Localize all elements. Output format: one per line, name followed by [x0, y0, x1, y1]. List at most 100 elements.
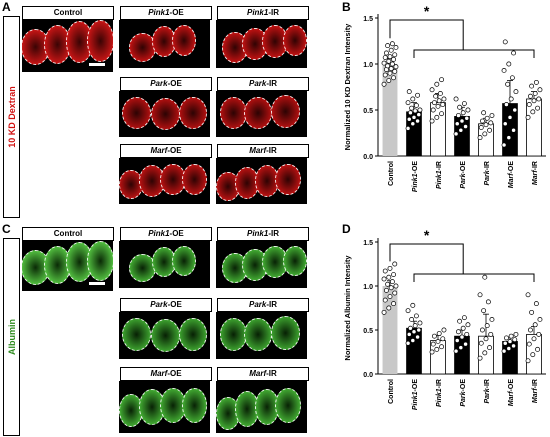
data-point [393, 283, 399, 289]
data-point [430, 341, 436, 347]
micrograph-c-4 [216, 312, 307, 359]
data-point [526, 341, 532, 347]
data-point [525, 358, 531, 364]
data-point [463, 124, 469, 130]
data-point [459, 118, 465, 124]
data-point [508, 333, 514, 339]
cell-outline [244, 317, 272, 351]
data-point [383, 50, 389, 56]
cell-outline [275, 387, 301, 424]
data-point [431, 100, 437, 106]
data-point [453, 131, 459, 137]
data-point [393, 44, 399, 50]
data-point [405, 125, 411, 131]
data-point [386, 58, 392, 64]
cell-outline [181, 387, 208, 424]
data-point [501, 67, 507, 73]
data-point [441, 327, 447, 333]
micrograph-a-3 [119, 91, 210, 137]
y-tick-label: 1.5 [363, 16, 373, 23]
category-label: Park-OE [460, 161, 467, 189]
data-point [513, 331, 519, 337]
data-point [430, 107, 436, 113]
data-point [463, 341, 469, 347]
bar [382, 64, 398, 156]
tile-label-c-4: Park-IR [217, 298, 309, 312]
cell-outline [275, 163, 301, 196]
tile-label-c-6: Marf-IR [217, 367, 309, 381]
data-point [477, 135, 483, 141]
category-label: Control [388, 379, 395, 404]
data-point [417, 107, 423, 113]
cell-outline [219, 96, 248, 129]
category-label: Park-OE [460, 379, 467, 407]
tile-label-a-5: Marf-OE [120, 144, 212, 158]
data-point [392, 290, 398, 296]
cell-outline [219, 317, 248, 351]
category-label: Pink1-IR [436, 161, 443, 189]
data-point [489, 316, 495, 322]
data-point [410, 121, 416, 127]
data-point [509, 75, 515, 81]
data-point [387, 265, 393, 271]
y-tick-label: 0.0 [363, 372, 373, 379]
data-point [431, 333, 437, 339]
data-point [483, 336, 489, 342]
micrograph-c-0 [22, 241, 113, 291]
tile-label-c-5: Marf-OE [120, 367, 212, 381]
significance-bracket [389, 243, 464, 274]
data-point [454, 338, 460, 344]
tile-label-a-0: Control [22, 6, 114, 20]
data-point [389, 61, 395, 67]
category-label: Pink1-OE [412, 379, 419, 410]
cell-outline [171, 245, 196, 276]
data-point [383, 287, 389, 293]
data-point [385, 281, 391, 287]
data-point [532, 90, 538, 96]
data-point [429, 87, 435, 93]
tile-label-a-3: Park-OE [120, 77, 212, 91]
data-point [429, 118, 435, 124]
data-point [433, 93, 439, 99]
data-point [416, 327, 422, 333]
data-point [389, 41, 395, 47]
y-tick-label: 1.5 [363, 240, 373, 247]
data-point [387, 70, 393, 76]
y-tick-label: 1.0 [363, 62, 373, 69]
data-point [411, 329, 417, 335]
data-point [502, 39, 508, 45]
category-label: Park-IR [484, 161, 491, 186]
micrograph-a-2 [216, 20, 307, 68]
data-point [525, 114, 531, 120]
micrograph-a-1 [119, 20, 210, 68]
data-point [434, 114, 440, 120]
data-point [435, 338, 441, 344]
data-point [453, 348, 459, 354]
data-point [410, 338, 416, 344]
panel-label-c: C [2, 222, 11, 236]
data-point [503, 102, 509, 107]
cell-outline [121, 317, 152, 351]
data-point [502, 340, 508, 346]
data-point [382, 72, 388, 78]
data-point [531, 336, 537, 342]
data-point [454, 121, 460, 127]
data-point [482, 350, 488, 356]
data-point [410, 96, 416, 102]
data-point [458, 127, 464, 133]
data-point [385, 63, 391, 69]
cell-outline [171, 24, 196, 56]
data-point [412, 323, 418, 329]
data-point [508, 96, 514, 102]
data-point [382, 268, 388, 274]
data-point [393, 64, 399, 70]
cell-outline [121, 96, 152, 129]
data-point [388, 285, 394, 291]
data-point [511, 343, 517, 349]
scale-bar [89, 63, 105, 66]
data-point [386, 274, 392, 280]
data-point [489, 113, 495, 118]
micrograph-a-0 [22, 20, 113, 72]
data-point [507, 114, 513, 120]
data-point [483, 122, 489, 128]
